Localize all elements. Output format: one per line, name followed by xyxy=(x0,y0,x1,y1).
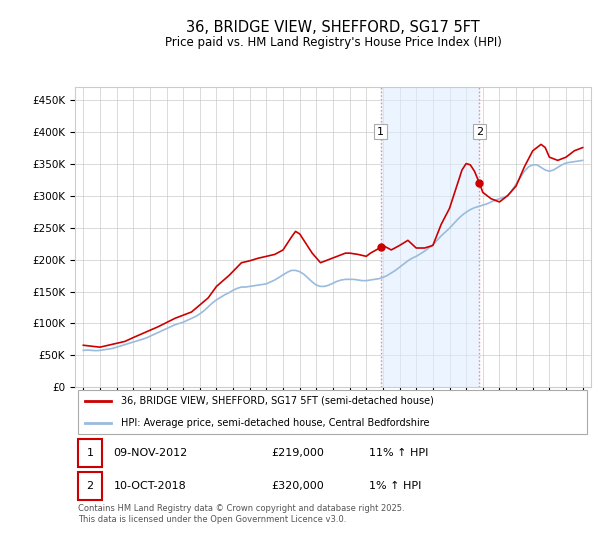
FancyBboxPatch shape xyxy=(77,472,103,500)
Text: 11% ↑ HPI: 11% ↑ HPI xyxy=(369,448,428,458)
Text: 1: 1 xyxy=(377,127,384,137)
Text: £320,000: £320,000 xyxy=(271,481,324,491)
Text: 09-NOV-2012: 09-NOV-2012 xyxy=(114,448,188,458)
FancyBboxPatch shape xyxy=(77,390,587,434)
Text: 36, BRIDGE VIEW, SHEFFORD, SG17 5FT (semi-detached house): 36, BRIDGE VIEW, SHEFFORD, SG17 5FT (sem… xyxy=(121,396,434,406)
Text: Contains HM Land Registry data © Crown copyright and database right 2025.
This d: Contains HM Land Registry data © Crown c… xyxy=(77,505,404,524)
Text: 1% ↑ HPI: 1% ↑ HPI xyxy=(369,481,421,491)
Text: Price paid vs. HM Land Registry's House Price Index (HPI): Price paid vs. HM Land Registry's House … xyxy=(164,36,502,49)
Text: 10-OCT-2018: 10-OCT-2018 xyxy=(114,481,187,491)
Text: 2: 2 xyxy=(86,481,94,491)
Bar xyxy=(381,87,479,388)
Text: 1: 1 xyxy=(86,448,94,458)
Text: 36, BRIDGE VIEW, SHEFFORD, SG17 5FT: 36, BRIDGE VIEW, SHEFFORD, SG17 5FT xyxy=(186,20,480,35)
Text: 2: 2 xyxy=(476,127,483,137)
Text: £219,000: £219,000 xyxy=(271,448,324,458)
FancyBboxPatch shape xyxy=(77,439,103,467)
Text: HPI: Average price, semi-detached house, Central Bedfordshire: HPI: Average price, semi-detached house,… xyxy=(121,418,430,428)
